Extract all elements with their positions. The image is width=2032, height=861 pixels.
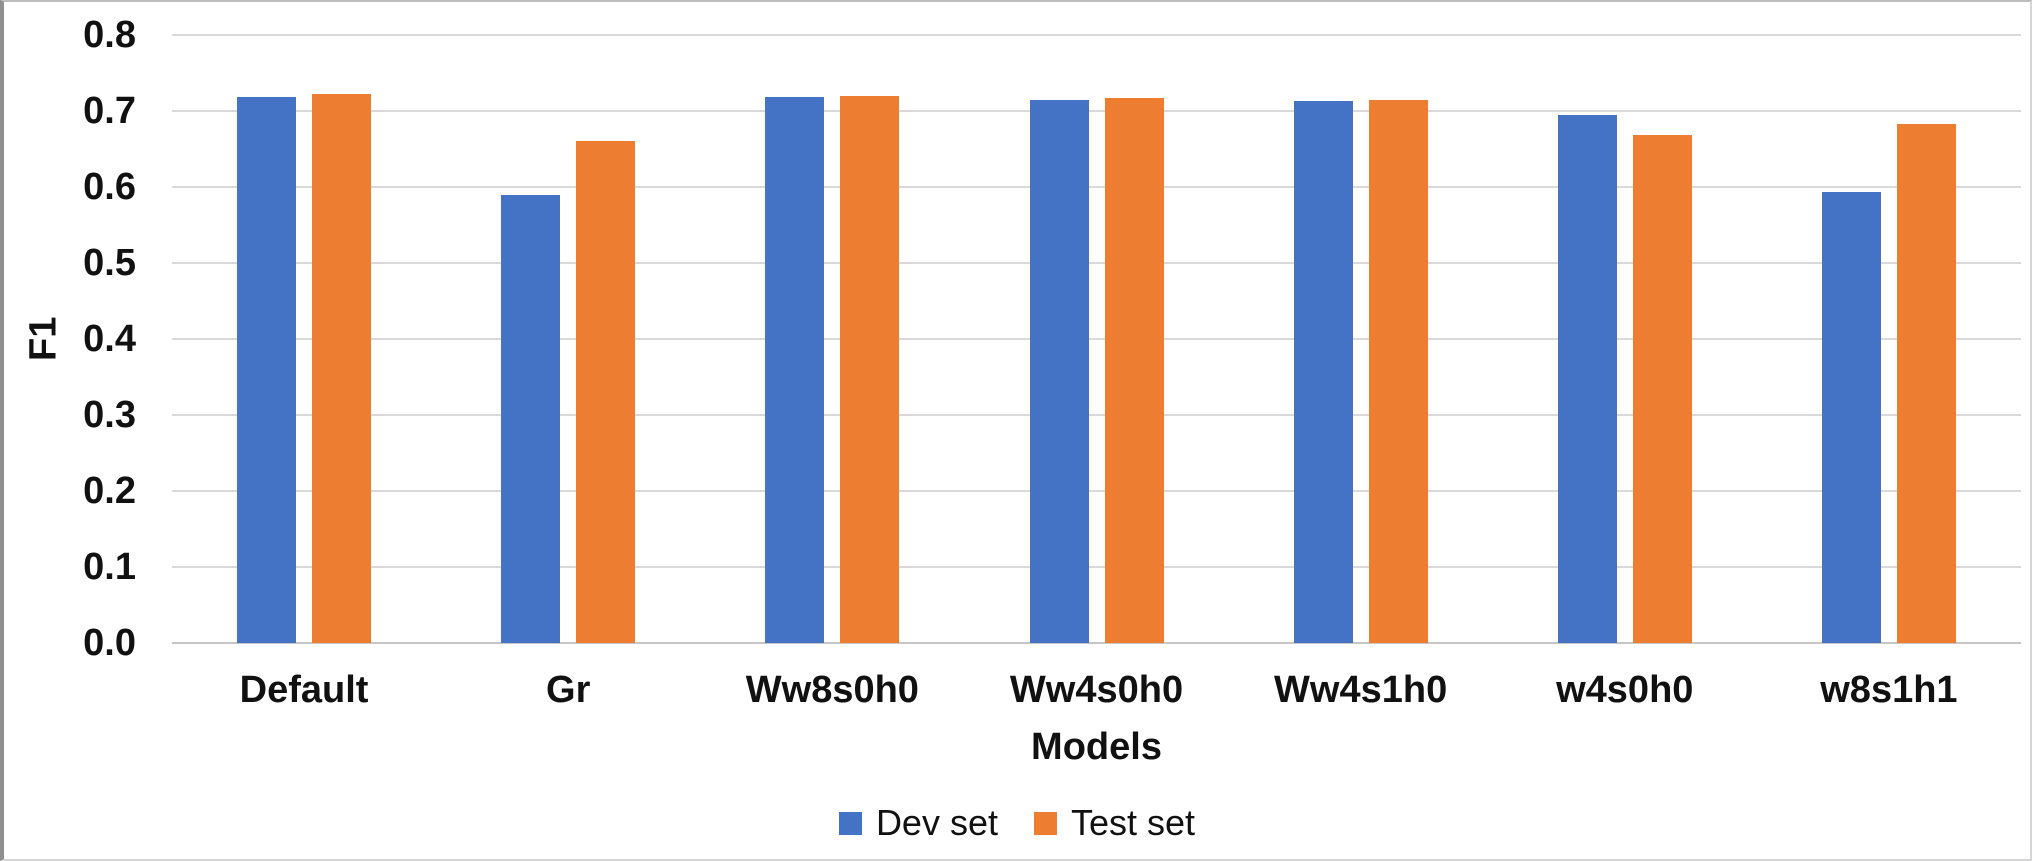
y-tick-label: 0.6 <box>83 166 136 208</box>
y-tick-label: 0.2 <box>83 470 136 512</box>
x-axis-title: Models <box>1031 726 1162 768</box>
bar-dev-set-w8s1h1 <box>1821 192 1881 643</box>
legend: Dev set Test set <box>4 800 2030 846</box>
x-category-label-w4s0h0: w4s0h0 <box>1556 669 1694 711</box>
bar-dev-set-gr <box>501 195 561 643</box>
gridline <box>172 34 2021 36</box>
legend-label: Test set <box>1070 802 1196 843</box>
legend-item-test-set: Test set <box>1033 802 1196 844</box>
gridline <box>172 110 2021 112</box>
bar-test-set-ww8s0h0 <box>840 95 900 643</box>
legend-swatch-icon <box>838 811 862 835</box>
x-category-label-w8s1h1: w8s1h1 <box>1820 669 1958 711</box>
y-tick-label: 0.1 <box>83 546 136 588</box>
bar-test-set-ww4s1h0 <box>1368 99 1428 643</box>
bar-dev-set-ww4s1h0 <box>1293 101 1353 643</box>
x-category-label-ww8s0h0: Ww8s0h0 <box>745 669 919 711</box>
x-category-label-default: Default <box>239 669 369 711</box>
bar-dev-set-w4s0h0 <box>1557 114 1617 643</box>
x-axis-line <box>172 642 2021 644</box>
y-tick-label: 0.3 <box>83 394 136 436</box>
bar-dev-set-ww4s0h0 <box>1029 99 1089 643</box>
gridline <box>172 338 2021 340</box>
y-tick-label: 0.4 <box>83 318 136 360</box>
bar-test-set-default <box>312 93 372 643</box>
y-tick-label: 0.8 <box>83 14 136 56</box>
x-category-label-ww4s1h0: Ww4s1h0 <box>1274 669 1448 711</box>
bar-test-set-gr <box>576 141 636 643</box>
y-tick-label: 0.7 <box>83 90 136 132</box>
legend-label: Dev set <box>875 802 998 843</box>
gridline <box>172 566 2021 568</box>
bar-dev-set-default <box>237 96 297 643</box>
legend-swatch-icon <box>1033 811 1057 835</box>
bar-test-set-ww4s0h0 <box>1104 98 1164 643</box>
gridline <box>172 262 2021 264</box>
gridline <box>172 186 2021 188</box>
x-category-label-ww4s0h0: Ww4s0h0 <box>1009 669 1184 711</box>
bar-test-set-w8s1h1 <box>1896 123 1956 643</box>
bar-dev-set-ww8s0h0 <box>765 96 825 643</box>
gridline <box>172 414 2021 416</box>
y-tick-label: 0.0 <box>83 622 136 664</box>
bar-test-set-w4s0h0 <box>1632 135 1692 643</box>
y-tick-label: 0.5 <box>83 242 136 284</box>
gridline <box>172 490 2021 492</box>
legend-item-dev-set: Dev set <box>838 802 998 844</box>
x-category-label-gr: Gr <box>546 669 591 711</box>
